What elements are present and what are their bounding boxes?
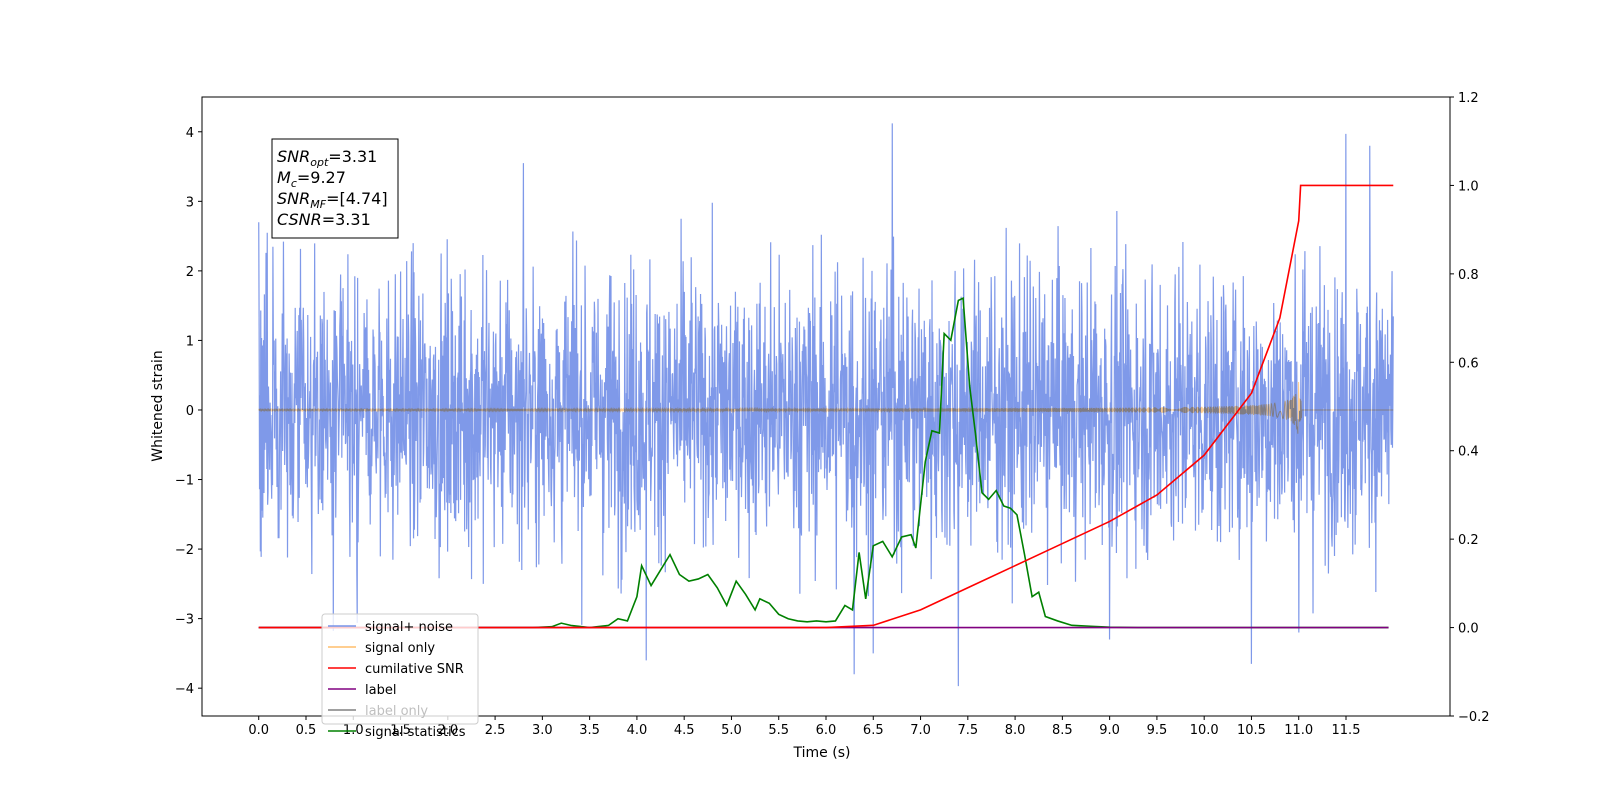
y-right-tick-label: −0.2 [1458,710,1490,725]
annotation-line: Mc=9.27 [277,168,346,190]
x-tick-label: 2.0 [437,723,458,738]
y-right-tick-label: 0.8 [1458,268,1479,283]
x-tick-label: 5.0 [721,723,742,738]
y-left-tick-label: −3 [175,613,194,628]
x-axis-ticks: 0.0 0.5 1.0 1.5 2.0 2.5 3.0 3.5 4.0 4.5 5.0 5.5 6.0 6… [248,716,1360,738]
signal-plus-noise-line [258,123,1394,687]
annotation-line: SNRMF=[4.74] [277,189,388,211]
annotation-symbol: M [277,168,291,187]
legend-label-signal-noise: signal+ noise [365,620,453,635]
y-axis-left-ticks: −4 −3 −2 −1 0 1 2 3 4 [175,126,202,697]
y-right-tick-label: 1.0 [1458,179,1479,194]
y-right-tick-label: 0.6 [1458,356,1479,371]
annotation-line: SNRopt=3.31 [277,147,377,169]
y-left-tick-label: 2 [186,265,194,280]
y-left-tick-label: −2 [175,543,194,558]
x-tick-label: 6.5 [863,723,884,738]
x-tick-label: 8.5 [1052,723,1073,738]
annotation-value: =3.31 [328,147,377,166]
x-tick-label: 10.0 [1190,723,1219,738]
annotation-symbol: SNR [277,189,310,208]
x-tick-label: 7.5 [957,723,978,738]
x-tick-label: 2.5 [485,723,506,738]
y-left-tick-label: 1 [186,334,194,349]
annotation-line: CSNR=3.31 [277,210,371,229]
annotation-value: =[4.74] [326,189,388,208]
signal-statistics-line [258,296,1389,629]
annotation-subscript: MF [310,198,326,211]
annotation-value: =9.27 [297,168,346,187]
series-signal-only [258,382,1394,434]
x-tick-label: 4.5 [674,723,695,738]
x-tick-label: 5.5 [768,723,789,738]
cumilative-snr-line [258,184,1394,629]
y-axis-right-ticks: −0.2 0.0 0.2 0.4 0.6 0.8 1.0 1.2 [1450,91,1490,725]
annotation-symbol: CSNR [277,210,322,229]
y-right-tick-label: 0.2 [1458,533,1479,548]
annotation-value: =3.31 [322,210,371,229]
y-axis-label: Whitened strain [150,350,166,461]
x-tick-label: 4.0 [627,723,648,738]
y-left-tick-label: 0 [186,404,194,419]
series-signal-plus-noise [258,123,1394,687]
x-tick-label: 3.0 [532,723,553,738]
x-tick-label: 10.5 [1237,723,1266,738]
legend-label-signal-statistics: signal statistics [365,725,466,740]
legend-label-label-only: label only [365,704,428,719]
x-tick-label: 0.5 [296,723,317,738]
x-tick-label: 1.5 [390,723,411,738]
x-axis-label: Time (s) [793,745,851,761]
x-tick-label: 11.0 [1284,723,1313,738]
annotation-subscript: opt [310,156,329,169]
y-right-tick-label: 1.2 [1458,91,1479,106]
y-left-tick-label: 3 [186,195,194,210]
legend-label-signal-only: signal only [365,641,435,656]
x-tick-label: 8.0 [1005,723,1026,738]
signal-only-line [258,382,1394,434]
annotation-symbol: SNR [277,147,310,166]
x-tick-label: 9.5 [1147,723,1168,738]
y-left-tick-label: −1 [175,474,194,489]
legend-label-cumilative-snr: cumilative SNR [365,662,464,677]
x-tick-label: 9.0 [1099,723,1120,738]
x-tick-label: 6.0 [816,723,837,738]
x-tick-label: 3.5 [579,723,600,738]
annotation-subscript: c [291,177,297,190]
legend-label-label: label [365,683,396,698]
x-tick-label: 7.0 [910,723,931,738]
y-right-tick-label: 0.0 [1458,622,1479,637]
y-left-tick-label: −4 [175,682,194,697]
legend: signal+ noise signal only cumilative SNR la… [321,613,479,740]
legend-frame [321,613,479,725]
x-tick-label: 11.5 [1332,723,1361,738]
y-left-tick-label: 4 [186,126,194,141]
y-right-tick-label: 0.4 [1458,445,1479,460]
x-tick-label: 0.0 [248,723,269,738]
annotation-box-frame [271,138,399,239]
